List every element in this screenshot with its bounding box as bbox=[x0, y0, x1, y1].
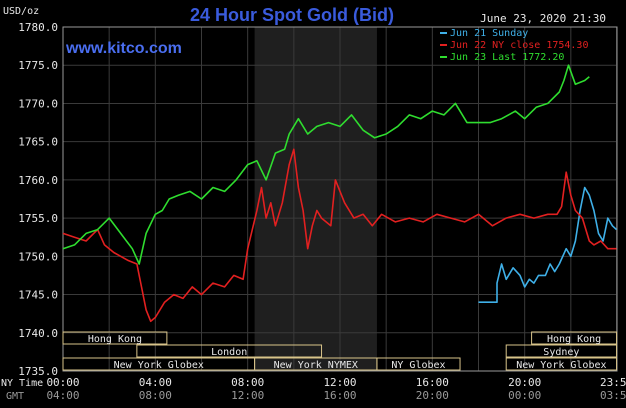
session-box bbox=[531, 331, 618, 345]
legend-entry: Jun 22 NY close 1754.30 bbox=[450, 40, 588, 51]
y-tick-label: 1755.0 bbox=[18, 212, 58, 225]
y-tick-label: 1750.0 bbox=[18, 250, 58, 263]
y-tick-label: 1780.0 bbox=[18, 21, 58, 34]
session-box bbox=[136, 344, 323, 358]
session-label: New York Globex bbox=[516, 360, 606, 371]
session-label: Hong Kong bbox=[547, 334, 601, 345]
y-tick-label: 1770.0 bbox=[18, 97, 58, 110]
x-tick-label-ny: 23:59 bbox=[600, 376, 626, 389]
x-tick-label-gmt: 03:59 bbox=[600, 389, 626, 402]
session-label: NY Globex bbox=[391, 360, 445, 371]
y-tick-label: 1740.0 bbox=[18, 327, 58, 340]
session-label: New York Globex bbox=[114, 360, 204, 371]
session-label: Sydney bbox=[543, 347, 579, 358]
session-label: Hong Kong bbox=[88, 334, 142, 345]
y-tick-label: 1760.0 bbox=[18, 174, 58, 187]
timestamp: June 23, 2020 21:30 bbox=[480, 12, 606, 25]
y-tick-label: 1775.0 bbox=[18, 59, 58, 72]
x-tick-label-ny: 04:00 bbox=[139, 376, 172, 389]
gmt-row-label: GMT bbox=[6, 391, 24, 402]
legend-entry: Jun 21 Sunday bbox=[450, 28, 528, 39]
plot-frame bbox=[62, 26, 618, 372]
y-axis-label: USD/oz bbox=[3, 6, 39, 17]
website-label[interactable]: www.kitco.com bbox=[65, 40, 182, 57]
chart-title: 24 Hour Spot Gold (Bid) bbox=[190, 5, 394, 25]
y-tick-label: 1735.0 bbox=[18, 365, 58, 378]
price-series bbox=[62, 64, 618, 323]
market-sessions: Hong Kong Hong Kong London Sydney New York G… bbox=[62, 331, 618, 371]
series-line-3 bbox=[62, 64, 590, 265]
x-tick-label-gmt: 08:00 bbox=[139, 389, 172, 402]
y-axis-tick-labels: 1735.0 1740.0 1745.0 1750.0 1755.0 1760.0 1765… bbox=[18, 21, 58, 378]
y-tick-label: 1745.0 bbox=[18, 289, 58, 302]
x-tick-label-ny: 08:00 bbox=[231, 376, 264, 389]
session-box bbox=[505, 357, 618, 371]
series-line-2 bbox=[62, 148, 617, 323]
session-box bbox=[62, 331, 168, 345]
x-tick-label-gmt: 04:00 bbox=[46, 389, 79, 402]
ny-time-row-label: NY Time bbox=[1, 378, 43, 389]
x-tick-label-ny: 20:00 bbox=[508, 376, 541, 389]
session-label: New York NYMEX bbox=[274, 360, 358, 371]
x-axis-tick-labels: 00:0004:0008:0012:0016:0020:0023:5904:00… bbox=[46, 376, 626, 402]
y-tick-label: 1765.0 bbox=[18, 136, 58, 149]
session-box bbox=[505, 344, 618, 358]
x-tick-label-ny: 16:00 bbox=[416, 376, 449, 389]
x-tick-label-ny: 00:00 bbox=[46, 376, 79, 389]
series-line-1 bbox=[478, 186, 618, 304]
x-tick-label-ny: 12:00 bbox=[323, 376, 356, 389]
x-tick-label-gmt: 20:00 bbox=[416, 389, 449, 402]
x-tick-label-gmt: 00:00 bbox=[508, 389, 541, 402]
session-box bbox=[376, 357, 461, 371]
nymex-shaded-period bbox=[254, 27, 377, 371]
x-tick-label-gmt: 12:00 bbox=[231, 389, 264, 402]
legend-entry: Jun 23 Last 1772.20 bbox=[450, 52, 564, 63]
x-tick-label-gmt: 16:00 bbox=[323, 389, 356, 402]
session-label: London bbox=[211, 347, 247, 358]
